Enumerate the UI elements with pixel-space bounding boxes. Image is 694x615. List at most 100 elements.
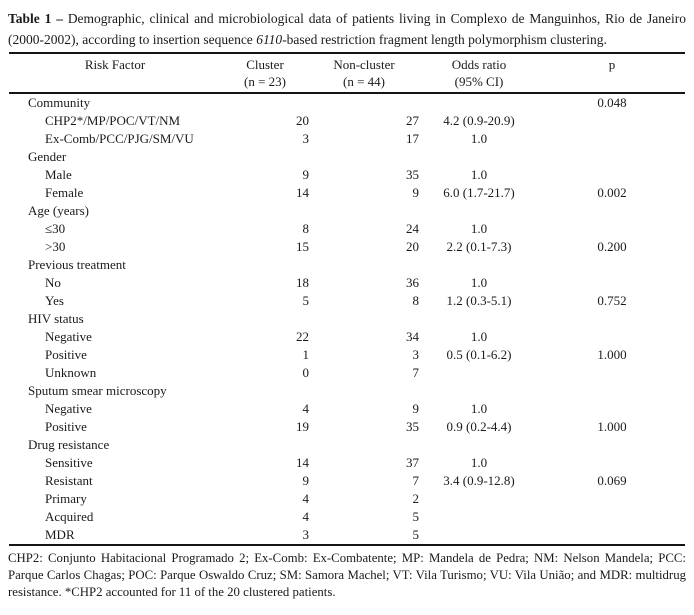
p-value: 0.752: [597, 293, 627, 308]
table-row: Sputum smear microscopy: [9, 382, 685, 400]
non-cluster-value: 7: [412, 473, 420, 488]
table-row: Male 9 35 1.0: [9, 166, 685, 184]
table-row: Gender: [9, 148, 685, 166]
p-value: 0.048: [597, 95, 627, 110]
row-label: Drug resistance: [28, 437, 110, 452]
odds-ratio-value: 1.0: [470, 221, 488, 236]
non-cluster-value: 8: [412, 293, 420, 308]
row-label: Sensitive: [45, 455, 93, 470]
table-row: Ex-Comb/PCC/PJG/SM/VU 3 17 1.0: [9, 130, 685, 148]
odds-ratio-value: 1.0: [470, 329, 488, 344]
odds-ratio-value: [419, 93, 539, 112]
cluster-value: 4: [302, 509, 310, 524]
table-row: ≤30 8 24 1.0: [9, 220, 685, 238]
table-row: CHP2*/MP/POC/VT/NM 20 27 4.2 (0.9-20.9): [9, 112, 685, 130]
non-cluster-value: 24: [406, 221, 419, 236]
row-label: No: [45, 275, 61, 290]
non-cluster-value: [309, 93, 419, 112]
table-row: Resistant 9 7 3.4 (0.9-12.8) 0.069: [9, 472, 685, 490]
odds-ratio-value: [419, 148, 539, 166]
table-row: Sensitive 14 37 1.0: [9, 454, 685, 472]
non-cluster-value: 17: [406, 131, 419, 146]
p-value: [539, 508, 685, 526]
p-value: 1.000: [597, 419, 627, 434]
non-cluster-value: [309, 256, 419, 274]
table-row: MDR 3 5: [9, 526, 685, 545]
odds-ratio-value: 1.0: [470, 401, 488, 416]
row-label: Negative: [45, 329, 92, 344]
non-cluster-value: 37: [406, 455, 419, 470]
odds-ratio-value: [419, 526, 539, 545]
p-value: [539, 274, 685, 292]
row-label: Primary: [45, 491, 87, 506]
cluster-value: 1: [302, 347, 310, 362]
p-value: [539, 112, 685, 130]
odds-ratio-value: 6.0 (1.7-21.7): [443, 185, 515, 200]
row-label: Male: [45, 167, 72, 182]
cluster-value: 20: [296, 113, 309, 128]
cluster-value: [221, 310, 309, 328]
header-row: Risk Factor Cluster (n = 23) Non-cluster…: [9, 53, 685, 93]
cluster-value: [221, 148, 309, 166]
odds-ratio-value: [419, 382, 539, 400]
non-cluster-value: 9: [412, 185, 420, 200]
table-caption: Table 1 – Demographic, clinical and micr…: [8, 8, 686, 50]
non-cluster-value: 35: [406, 167, 419, 182]
cluster-value: 14: [296, 455, 309, 470]
cluster-value: 14: [296, 185, 309, 200]
row-label: Negative: [45, 401, 92, 416]
table-row: Community 0.048: [9, 93, 685, 112]
odds-ratio-value: 4.2 (0.9-20.9): [443, 113, 515, 128]
cluster-value: 5: [302, 293, 310, 308]
row-label: CHP2*/MP/POC/VT/NM: [45, 113, 181, 128]
table-footnote: CHP2: Conjunto Habitacional Programado 2…: [8, 551, 686, 599]
p-value: [539, 220, 685, 238]
cluster-value: 9: [302, 473, 310, 488]
header-odds-ratio-ci: (95% CI): [454, 74, 504, 89]
non-cluster-value: [309, 148, 419, 166]
odds-ratio-value: [419, 256, 539, 274]
cluster-value: [221, 382, 309, 400]
odds-ratio-value: 0.5 (0.1-6.2): [446, 347, 512, 362]
odds-ratio-value: 0.9 (0.2-4.4): [446, 419, 512, 434]
row-label: Community: [28, 95, 91, 110]
p-value: 0.200: [597, 239, 627, 254]
p-value: [539, 436, 685, 454]
cluster-value: 18: [296, 275, 309, 290]
odds-ratio-value: [419, 364, 539, 382]
row-label: Gender: [28, 149, 67, 164]
p-value: [539, 166, 685, 184]
p-value: [539, 148, 685, 166]
row-label: Ex-Comb/PCC/PJG/SM/VU: [45, 131, 194, 146]
row-label: Acquired: [45, 509, 94, 524]
p-value: [539, 364, 685, 382]
non-cluster-value: [309, 202, 419, 220]
cluster-value: 15: [296, 239, 309, 254]
odds-ratio-value: 1.0: [470, 275, 488, 290]
table-row: Negative 4 9 1.0: [9, 400, 685, 418]
table-row: Previous treatment: [9, 256, 685, 274]
p-value: [539, 310, 685, 328]
cluster-value: 3: [302, 131, 310, 146]
row-label: Female: [45, 185, 84, 200]
row-label: Sputum smear microscopy: [28, 383, 167, 398]
table-row: No 18 36 1.0: [9, 274, 685, 292]
non-cluster-value: 36: [406, 275, 419, 290]
table-caption-number: Table 1 –: [8, 11, 63, 26]
table-row: Female 14 9 6.0 (1.7-21.7) 0.002: [9, 184, 685, 202]
table-caption-text-1: Demographic, clinical and microbiologica…: [8, 11, 686, 47]
header-cell-non-cluster: Non-cluster (n = 44): [309, 53, 419, 93]
row-label: Resistant: [45, 473, 93, 488]
p-value: [539, 328, 685, 346]
data-table: Risk Factor Cluster (n = 23) Non-cluster…: [9, 52, 685, 546]
table-row: Negative 22 34 1.0: [9, 328, 685, 346]
header-cell-risk-factor: Risk Factor: [9, 53, 221, 93]
non-cluster-value: 34: [406, 329, 419, 344]
table-caption-gene-name: 6110: [256, 32, 283, 47]
row-label: Previous treatment: [28, 257, 126, 272]
header-p-label: p: [608, 57, 616, 72]
cluster-value: [221, 436, 309, 454]
cluster-value: [221, 202, 309, 220]
odds-ratio-value: 1.0: [470, 167, 488, 182]
